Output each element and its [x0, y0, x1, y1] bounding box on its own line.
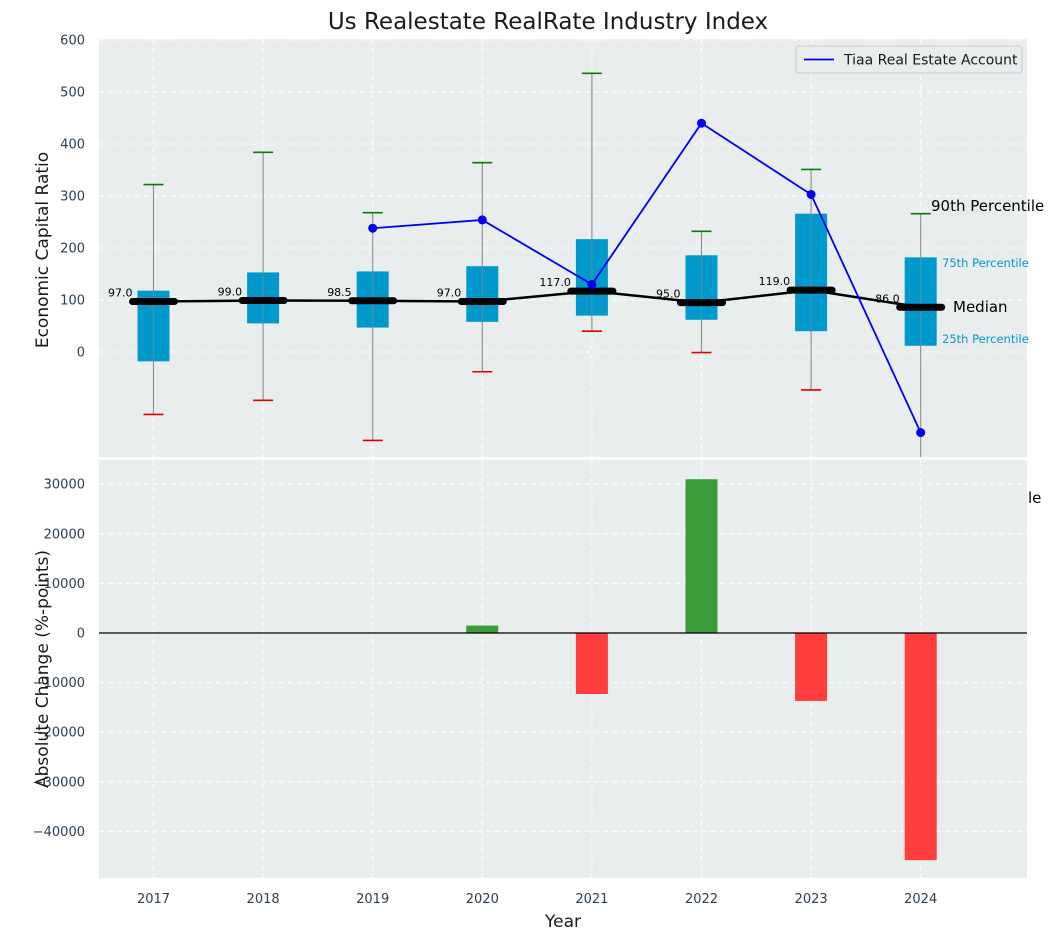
bottom-y-tick-label: 10000 — [44, 577, 85, 592]
top-y-tick-label: 600 — [60, 34, 85, 49]
bottom-y-axis-label: Absolute Change (%-points) — [33, 550, 53, 788]
top-chart-layer: 0 100 200 300 400 500 600 97.0 99.0 98.5 97.0 117.0… — [60, 34, 1027, 460]
x-tick-label: 2021 — [575, 892, 608, 907]
top-y-tick-label: 300 — [60, 190, 85, 205]
x-tick-label: 2020 — [466, 892, 499, 907]
bottom-y-tick-label: −20000 — [33, 726, 85, 741]
tiaa-series-point — [587, 279, 597, 289]
change-bar-negative — [904, 633, 937, 861]
tiaa-series-point — [368, 223, 378, 233]
median-value-label: 117.0 — [539, 276, 571, 289]
bottom-y-tick-label: 20000 — [44, 527, 85, 542]
median-value-label: 119.0 — [759, 275, 791, 288]
legend-label: Tiaa Real Estate Account — [843, 53, 1018, 69]
median-value-label: 97.0 — [437, 287, 462, 300]
bottom-y-tick-label: −30000 — [33, 775, 85, 790]
change-bar-positive — [466, 625, 499, 633]
legend[interactable]: Tiaa Real Estate Account — [795, 45, 1023, 74]
x-tick-label: 2019 — [356, 892, 389, 907]
top-y-tick-label: 200 — [60, 242, 85, 257]
legend-box — [795, 45, 1023, 74]
bottom-y-tick-label: −10000 — [33, 676, 85, 691]
tiaa-series-point — [806, 189, 816, 199]
annotation-p25: 25th Percentile — [942, 332, 1029, 346]
annotation-clipped: le — [1028, 489, 1041, 507]
x-tick-label: 2017 — [137, 892, 170, 907]
change-bar-negative — [575, 633, 608, 695]
annotation-p75: 75th Percentile — [942, 256, 1029, 270]
x-axis-label: Year — [544, 912, 581, 932]
annotation-p90: 90th Percentile — [931, 197, 1044, 215]
top-y-axis-label: Economic Capital Ratio — [33, 152, 53, 348]
top-y-tick-label: 500 — [60, 86, 85, 101]
median-value-label: 99.0 — [218, 286, 243, 299]
bottom-plot-area — [99, 460, 1027, 878]
x-tick-label: 2024 — [904, 892, 937, 907]
change-bar-negative — [795, 633, 828, 701]
tiaa-series-point — [697, 118, 706, 128]
tiaa-series-point — [477, 215, 487, 225]
bottom-y-tick-label: 30000 — [44, 478, 85, 493]
tiaa-series-line — [372, 121, 922, 433]
median-value-label: 98.5 — [327, 286, 352, 299]
change-bar-positive — [685, 479, 718, 633]
bottom-y-tick-label: −40000 — [33, 825, 85, 840]
top-y-tick-label: 400 — [60, 138, 85, 153]
median-value-label: 97.0 — [108, 287, 133, 300]
median-value-label: 95.0 — [656, 288, 681, 301]
tiaa-series-point — [916, 428, 926, 438]
annotation-median: Median — [953, 298, 1008, 316]
top-y-tick-label: 100 — [60, 294, 85, 309]
chart-title: Us Realestate RealRate Industry Index — [328, 9, 768, 35]
top-y-tick-label: 0 — [77, 346, 85, 361]
x-tick-label: 2022 — [685, 892, 718, 907]
median-value-label: 86.0 — [875, 292, 900, 305]
bottom-chart-layer: −40000 −30000 −20000 −10000 0 10000 20000 30000… — [33, 478, 1027, 907]
bottom-y-tick-label: 0 — [77, 627, 85, 642]
x-tick-label: 2023 — [795, 892, 828, 907]
x-tick-label: 2018 — [247, 892, 280, 907]
